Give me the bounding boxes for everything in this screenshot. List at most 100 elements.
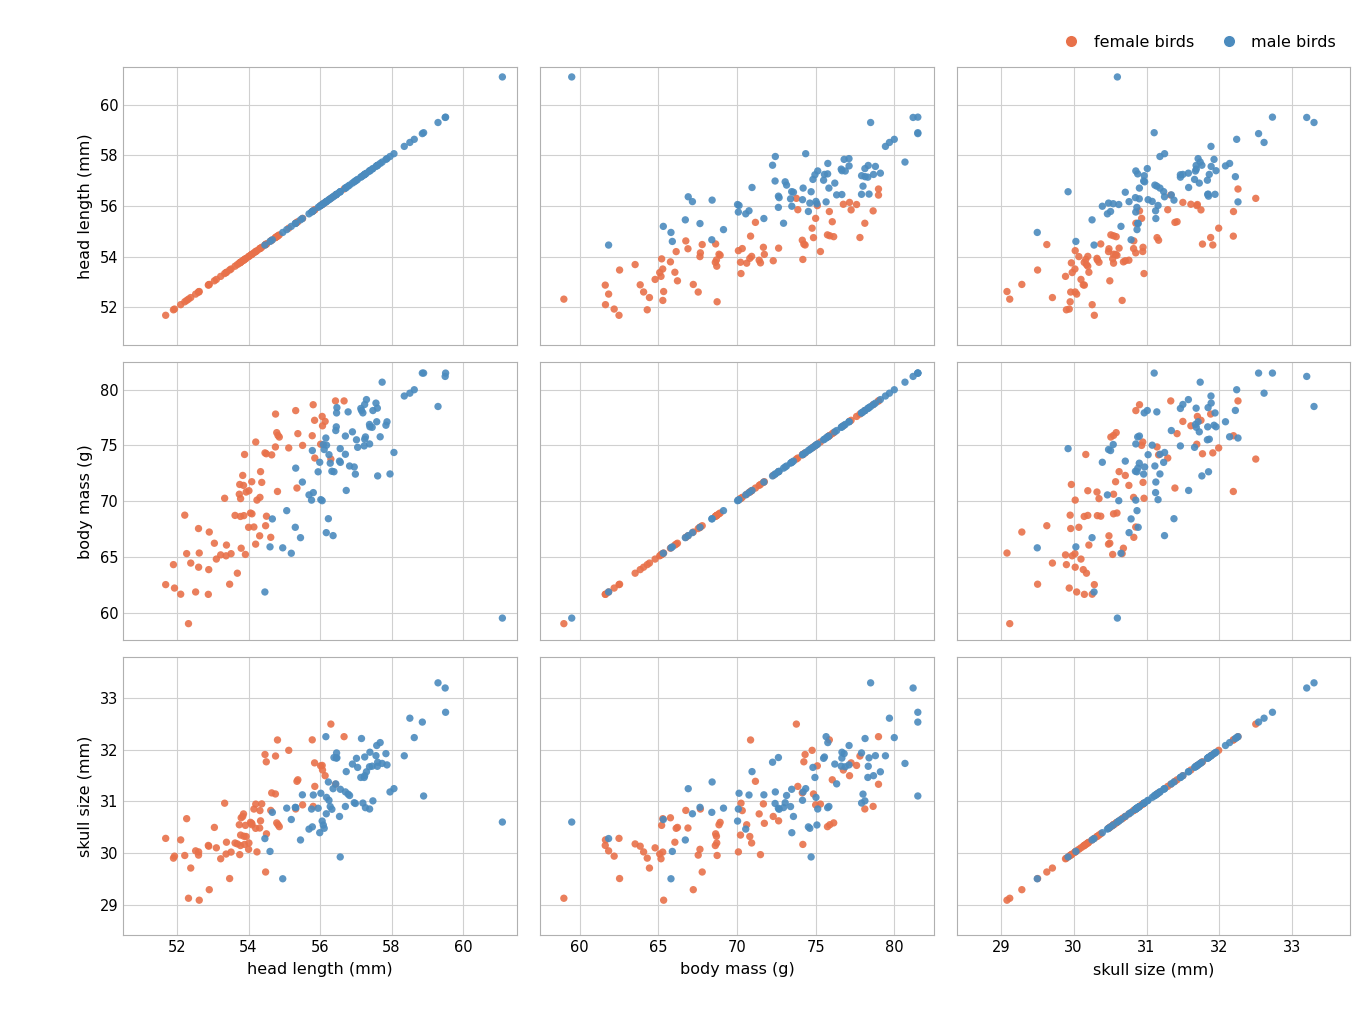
Point bbox=[1027, 224, 1049, 241]
Point bbox=[1200, 406, 1222, 423]
Point bbox=[794, 236, 816, 253]
Point bbox=[1132, 474, 1154, 490]
Point bbox=[215, 537, 237, 553]
Point bbox=[835, 759, 857, 775]
Point bbox=[378, 466, 400, 482]
Point bbox=[729, 490, 751, 507]
Point bbox=[1167, 426, 1189, 442]
Point bbox=[858, 749, 880, 766]
Point bbox=[691, 236, 713, 253]
Point bbox=[1200, 388, 1222, 404]
Point bbox=[1183, 439, 1205, 455]
Point bbox=[1057, 440, 1079, 456]
Point bbox=[869, 392, 891, 408]
Point bbox=[197, 838, 219, 854]
Point bbox=[335, 180, 356, 196]
Point bbox=[707, 246, 729, 262]
Point bbox=[1102, 817, 1124, 834]
Point bbox=[271, 224, 293, 241]
Point bbox=[289, 212, 311, 228]
Point bbox=[690, 519, 712, 536]
Point bbox=[705, 825, 727, 842]
Point bbox=[203, 535, 225, 551]
Point bbox=[791, 446, 813, 463]
Point bbox=[776, 457, 798, 474]
Point bbox=[1132, 434, 1154, 450]
Point bbox=[325, 744, 347, 761]
Point bbox=[831, 744, 853, 761]
Point bbox=[1106, 505, 1128, 521]
Point bbox=[352, 168, 374, 184]
Point bbox=[768, 189, 790, 206]
Point bbox=[1131, 797, 1153, 813]
Point bbox=[1102, 816, 1124, 833]
Point bbox=[1197, 749, 1219, 766]
Point bbox=[738, 484, 760, 501]
Point bbox=[838, 737, 860, 754]
Point bbox=[838, 757, 860, 773]
Point bbox=[1169, 400, 1191, 416]
Point bbox=[1126, 199, 1148, 216]
Point bbox=[706, 828, 728, 844]
Point bbox=[188, 284, 210, 300]
Point bbox=[1132, 796, 1154, 812]
Point bbox=[1185, 758, 1206, 774]
Point bbox=[1153, 146, 1175, 162]
Point bbox=[197, 561, 219, 578]
Point bbox=[764, 466, 786, 482]
Point bbox=[1164, 214, 1186, 230]
Point bbox=[285, 460, 307, 476]
Point bbox=[339, 787, 361, 804]
Point bbox=[1057, 184, 1079, 200]
Point bbox=[411, 125, 433, 142]
Point bbox=[1204, 405, 1226, 421]
Point bbox=[322, 527, 344, 544]
Point bbox=[1202, 236, 1224, 253]
Point bbox=[393, 388, 415, 404]
Point bbox=[862, 768, 884, 784]
Point bbox=[329, 808, 351, 824]
Point bbox=[343, 458, 365, 475]
Point bbox=[426, 674, 448, 691]
Point bbox=[728, 801, 750, 817]
Point bbox=[254, 445, 276, 462]
Point bbox=[598, 843, 620, 859]
Point bbox=[1189, 154, 1211, 171]
Point bbox=[1149, 446, 1171, 463]
Point bbox=[783, 184, 805, 200]
Point bbox=[792, 251, 814, 267]
Point bbox=[850, 405, 872, 421]
Point bbox=[1143, 787, 1165, 804]
Point bbox=[740, 248, 762, 264]
Point bbox=[1098, 195, 1120, 212]
Point bbox=[1172, 194, 1194, 211]
Point bbox=[1132, 240, 1154, 256]
Point bbox=[359, 418, 381, 435]
Point bbox=[234, 546, 256, 562]
Point bbox=[653, 545, 675, 561]
Point bbox=[683, 277, 705, 293]
Point bbox=[329, 440, 351, 456]
Y-axis label: head length (mm): head length (mm) bbox=[78, 134, 93, 279]
Point bbox=[284, 799, 306, 815]
Point bbox=[302, 204, 324, 220]
Point bbox=[1163, 511, 1185, 527]
Point bbox=[1057, 849, 1079, 866]
Point bbox=[233, 477, 255, 493]
Point bbox=[245, 244, 267, 260]
Point bbox=[303, 412, 325, 429]
Point bbox=[857, 400, 879, 416]
Point bbox=[701, 511, 723, 527]
Point bbox=[1060, 476, 1082, 492]
Point bbox=[491, 610, 513, 626]
Point bbox=[1060, 847, 1082, 864]
Point bbox=[1227, 193, 1249, 210]
Point bbox=[337, 785, 359, 802]
Point bbox=[1296, 680, 1318, 696]
Point bbox=[266, 732, 288, 748]
Point bbox=[347, 172, 369, 188]
Point bbox=[707, 506, 729, 522]
Point bbox=[806, 436, 828, 452]
Point bbox=[411, 713, 433, 730]
Point bbox=[1197, 749, 1219, 766]
